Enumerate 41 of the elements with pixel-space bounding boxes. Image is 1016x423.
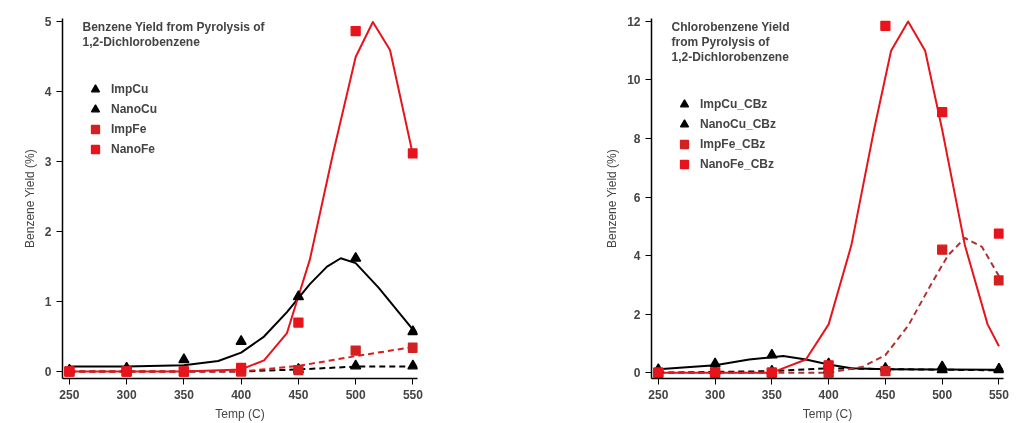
- x-tick-label: 350: [173, 387, 195, 402]
- y-tick-label: 10: [627, 73, 641, 88]
- x-tick-label: 550: [402, 387, 424, 402]
- legend-label: NanoFe: [111, 142, 156, 156]
- x-axis-title: Temp (C): [802, 406, 853, 421]
- y-tick-label: 8: [633, 132, 641, 146]
- y-tick-label: 1: [44, 295, 52, 310]
- x-axis-title: Temp (C): [215, 406, 265, 421]
- x-tick-label: 400: [231, 387, 252, 402]
- y-tick-label: 6: [633, 190, 641, 205]
- x-tick-label: 500: [932, 387, 953, 402]
- x-tick-label: 400: [818, 387, 839, 402]
- legend-label: ImpCu_CBz: [700, 97, 768, 111]
- legend-label: NanoCu_CBz: [700, 117, 777, 131]
- x-tick-label: 350: [761, 387, 783, 402]
- x-tick-label: 250: [648, 387, 669, 402]
- x-tick-label: 450: [288, 387, 309, 402]
- y-tick-label: 3: [44, 155, 52, 170]
- y-tick-label: 12: [627, 14, 641, 29]
- x-tick-label: 300: [116, 387, 137, 402]
- y-tick-label: 2: [633, 307, 641, 322]
- y-axis-title: Benzene Yield (%): [22, 149, 37, 248]
- x-tick-label: 500: [345, 387, 366, 402]
- text: Benzene Yield from Pyrolysis of 1,2-Dichlorobenzene: [82, 19, 266, 49]
- y-tick-label: 5: [44, 15, 52, 30]
- y-tick-label: 0: [633, 366, 641, 381]
- legend-label: NanoCu: [111, 102, 157, 116]
- y-tick-label: 4: [44, 85, 52, 100]
- x-tick-label: 550: [988, 387, 1010, 402]
- x-tick-label: 250: [59, 387, 80, 402]
- text: Chlorobenzene Yield from Pyrolysis of 1,2-Dichlorobenzene: [671, 19, 790, 64]
- legend-label: ImpFe_CBz: [700, 137, 766, 151]
- y-axis-title: Benzene Yield (%): [605, 149, 620, 248]
- y-tick-label: 4: [633, 249, 641, 264]
- legend-label: ImpCu: [111, 82, 149, 96]
- x-tick-label: 450: [875, 387, 896, 402]
- y-tick-label: 2: [44, 225, 52, 240]
- y-tick-label: 0: [44, 365, 52, 380]
- legend-label: ImpFe: [111, 122, 147, 136]
- x-tick-label: 300: [705, 387, 726, 402]
- legend-label: NanoFe_CBz: [700, 157, 775, 171]
